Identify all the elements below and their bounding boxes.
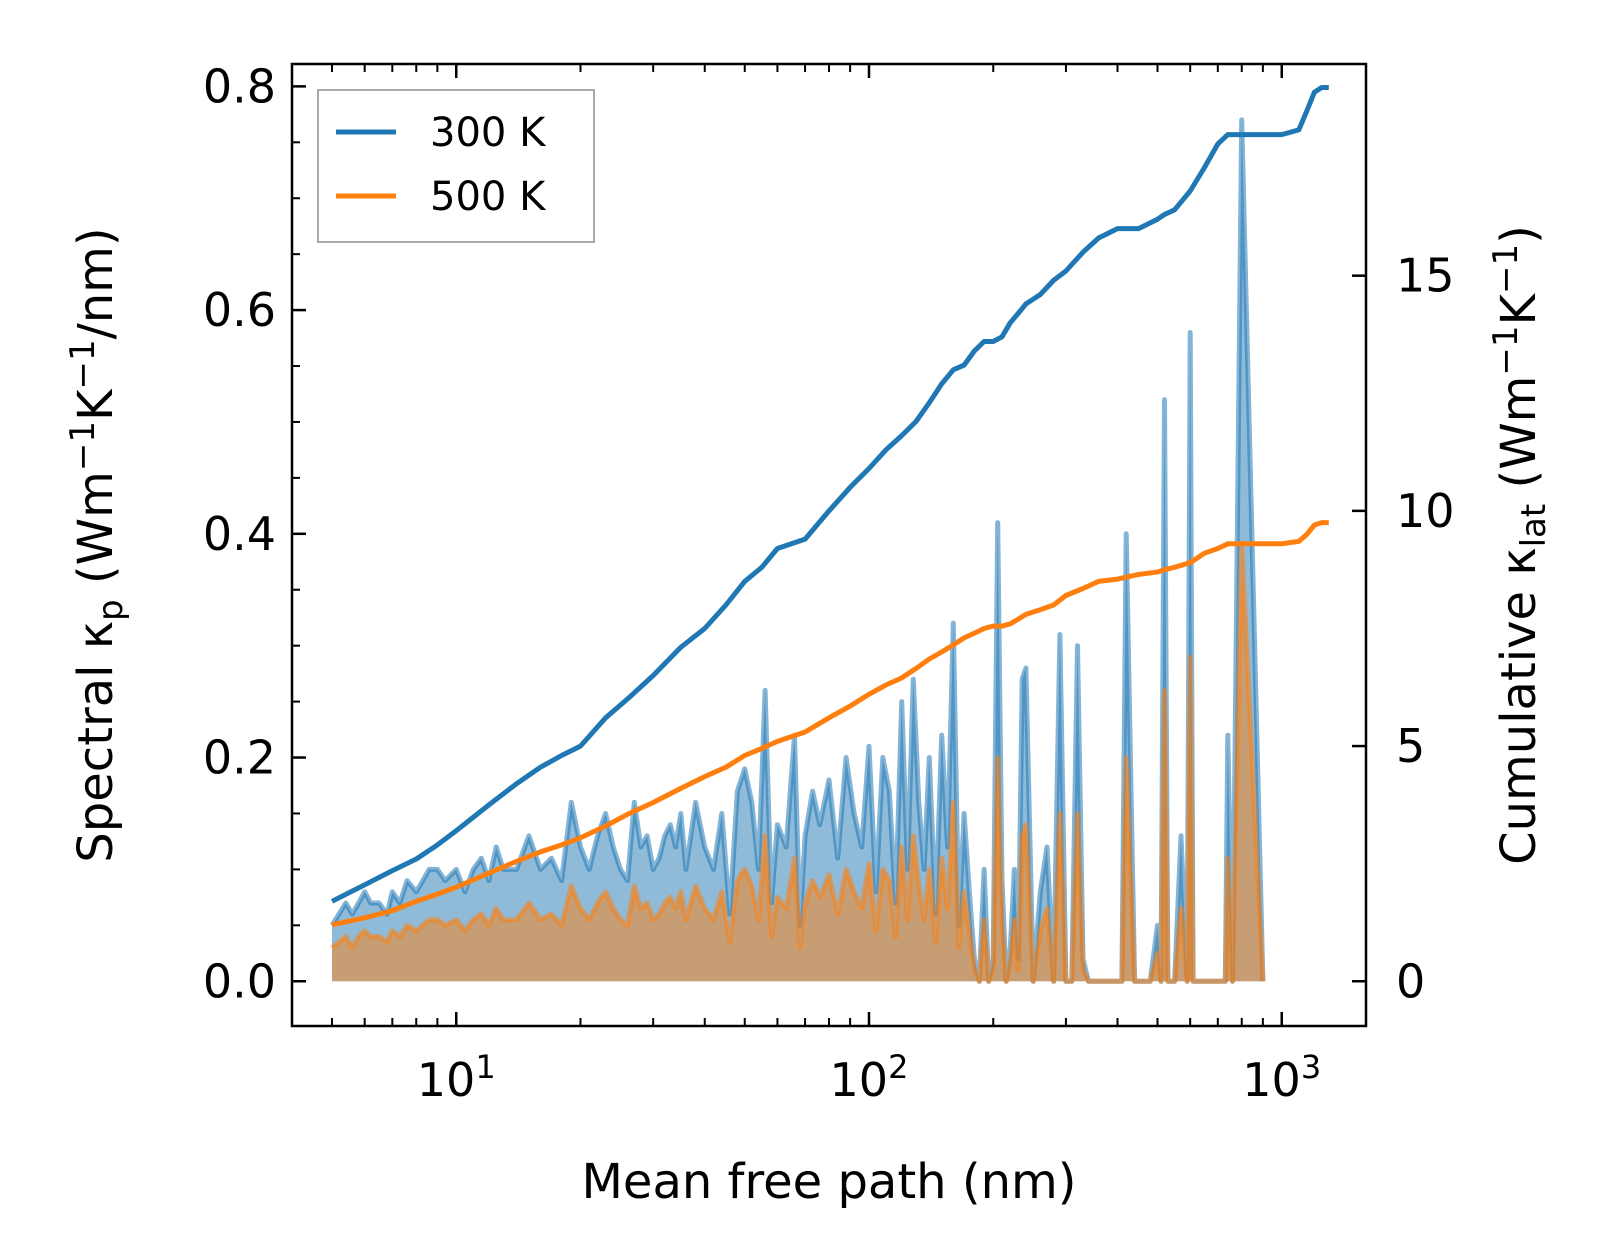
x-tick-label: 102 xyxy=(830,1048,909,1107)
y-right-axis-title: Cumulative κlat (Wm−1K−1) xyxy=(1486,225,1554,865)
y-left-tick-label: 0.6 xyxy=(203,283,276,337)
spectral-line-300k xyxy=(329,117,1266,984)
y-right-tick-label: 10 xyxy=(1396,484,1455,538)
axes: 101 102 103 0.0 0.2 0.4 0.6 0.8 0 5 10 15 Mean free … xyxy=(63,59,1554,1210)
x-axis-title: Mean free path (nm) xyxy=(582,1154,1077,1210)
y-left-tick-label: 0.0 xyxy=(203,954,276,1008)
legend-box xyxy=(317,89,595,243)
y-left-tick-label: 0.4 xyxy=(203,507,276,561)
legend: 300 K 500 K xyxy=(317,89,595,243)
cumulative-line-500k xyxy=(331,520,1329,928)
spectral-area-500k xyxy=(332,545,1263,982)
x-tick-label: 101 xyxy=(417,1048,496,1107)
x-tick-label: 103 xyxy=(1242,1048,1321,1107)
y-left-tick-label: 0.2 xyxy=(203,731,276,785)
cumulative-line-300k xyxy=(330,85,1329,904)
legend-label-300k: 300 K xyxy=(430,110,547,156)
y-right-tick-label: 5 xyxy=(1396,719,1425,773)
plot-area xyxy=(329,85,1329,984)
y-left-axis-title: Spectral κp (Wm−1K−1/nm) xyxy=(63,227,131,862)
y-right-tick-label: 0 xyxy=(1396,954,1425,1008)
spectral-area-300k xyxy=(332,119,1263,982)
spectral-line-500k xyxy=(330,542,1266,984)
legend-label-500k: 500 K xyxy=(430,174,547,220)
y-left-tick-label: 0.8 xyxy=(203,59,276,113)
y-right-tick-label: 15 xyxy=(1396,249,1455,303)
